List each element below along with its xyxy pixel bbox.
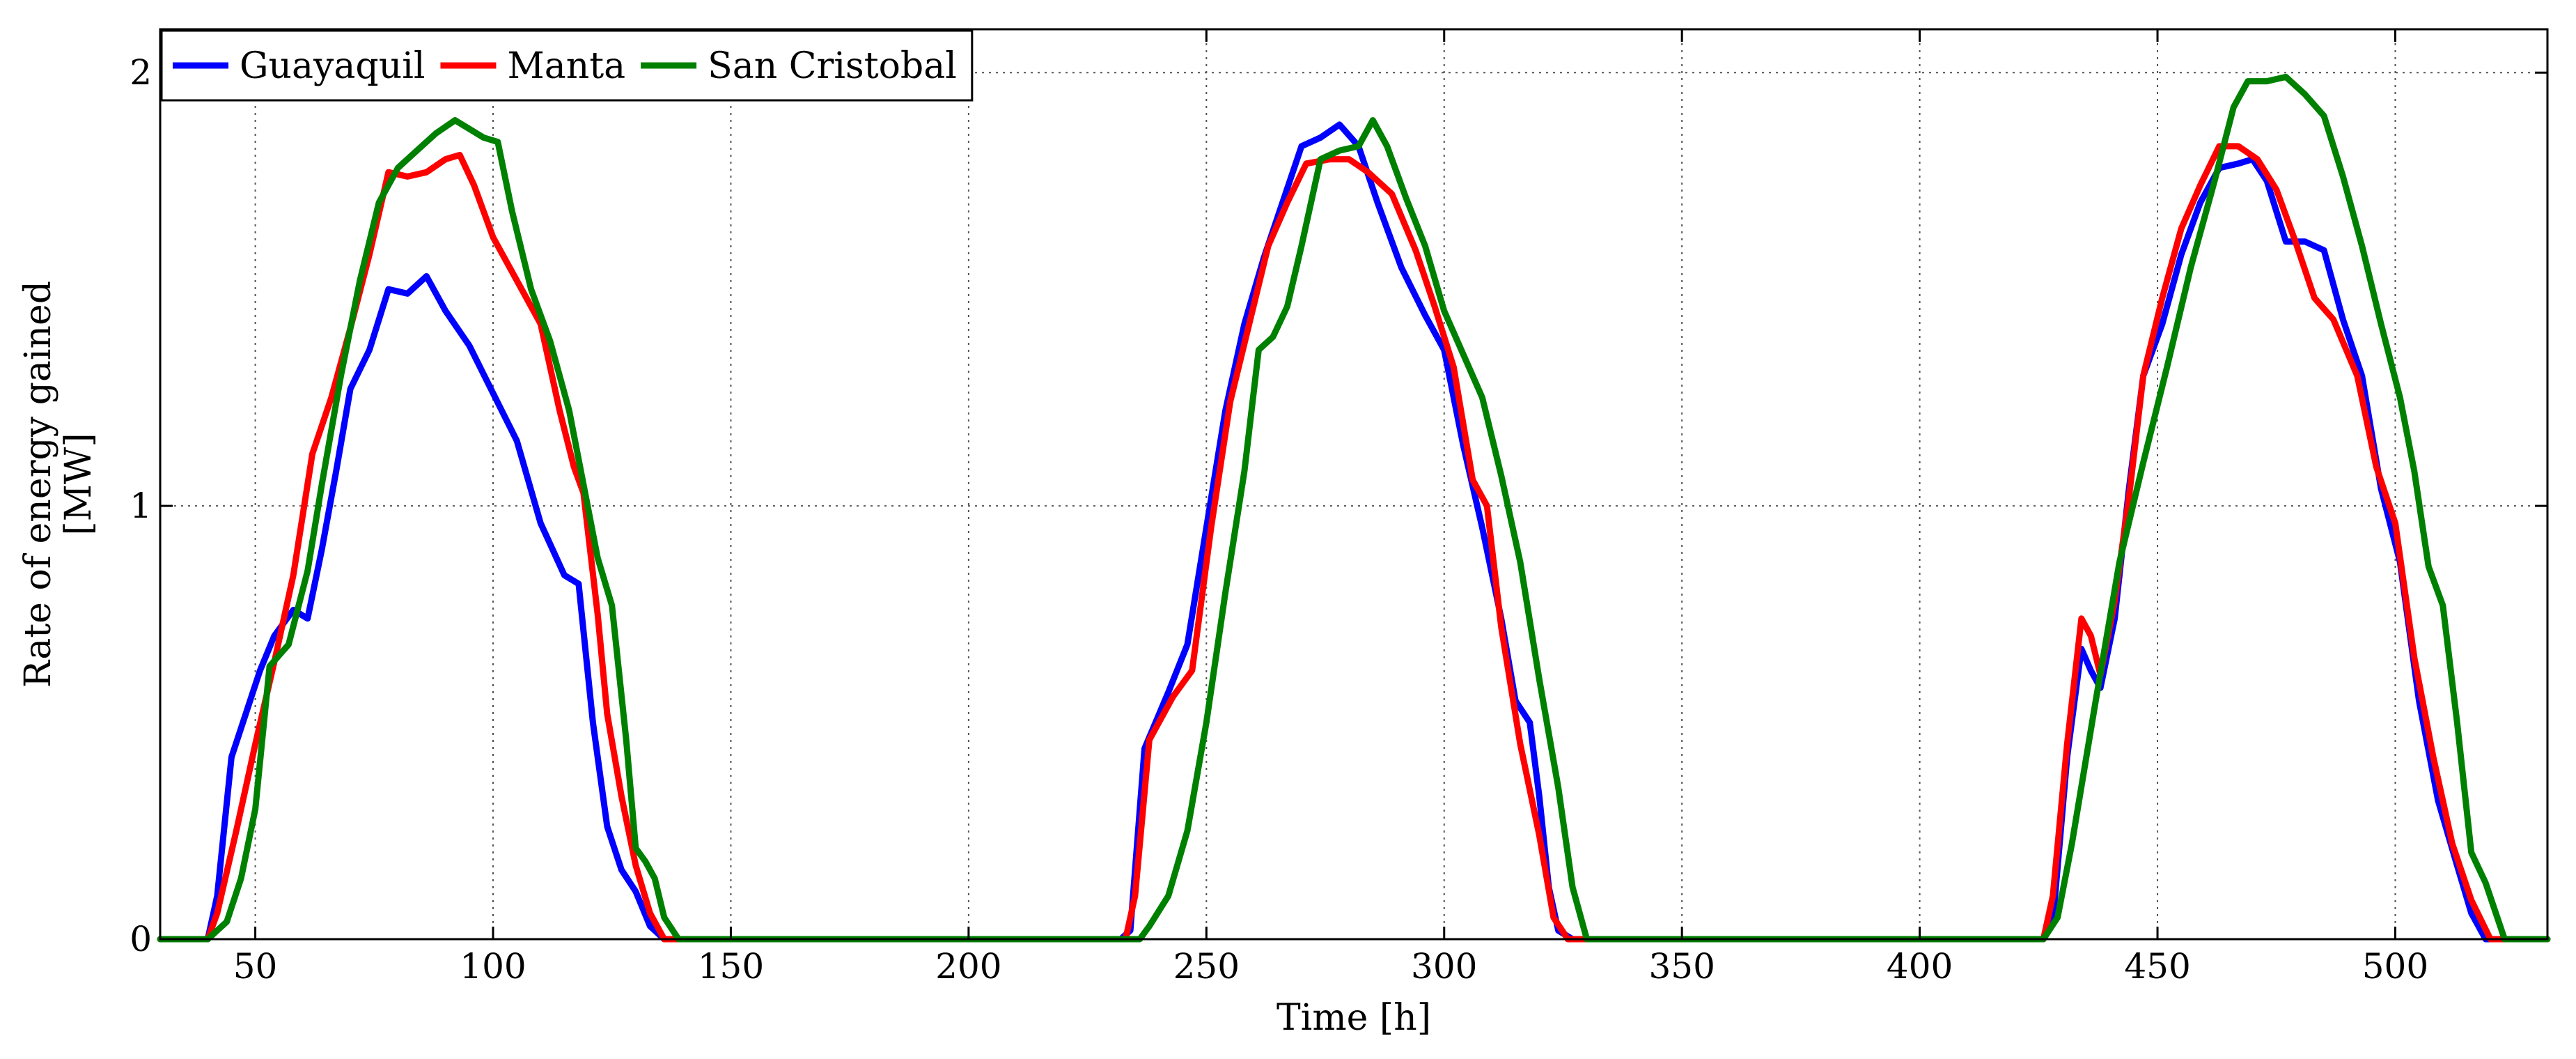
legend: Guayaquil Manta San Cristobal — [160, 29, 974, 102]
legend-label: Manta — [507, 45, 625, 87]
series-line-manta — [157, 143, 2551, 943]
x-tick-label: 450 — [2124, 946, 2190, 987]
plot-frame — [159, 28, 2549, 941]
x-tick-label: 250 — [1173, 946, 1240, 987]
x-tick-label: 300 — [1411, 946, 1477, 987]
x-tick-label: 500 — [2362, 946, 2428, 987]
y-axis-title-line2: [MW] — [58, 433, 100, 535]
y-axis-title-line1: Rate of energy gained — [17, 281, 59, 688]
legend-label: San Cristobal — [708, 45, 957, 87]
y-tick-label: 1 — [130, 486, 152, 526]
legend-items: Guayaquil Manta San Cristobal — [173, 45, 957, 87]
x-tick-label: 150 — [698, 946, 764, 987]
x-tick-label: 50 — [233, 946, 278, 987]
x-tick-label: 100 — [460, 946, 526, 987]
series-group — [157, 73, 2551, 943]
x-axis-title: Time [h] — [1277, 997, 1431, 1039]
y-tick-label: 2 — [130, 52, 152, 93]
legend-box — [160, 29, 974, 102]
tick-labels: 50 100 150 200 250 300 350 400 450 500 0 1 2 — [130, 52, 2428, 987]
x-tick-label: 400 — [1887, 946, 1953, 987]
x-tick-label: 350 — [1648, 946, 1715, 987]
x-tick-label: 200 — [935, 946, 1001, 987]
series-line-san-cristobal — [157, 73, 2551, 943]
legend-label: Guayaquil — [240, 45, 425, 87]
y-tick-label: 0 — [130, 919, 152, 959]
